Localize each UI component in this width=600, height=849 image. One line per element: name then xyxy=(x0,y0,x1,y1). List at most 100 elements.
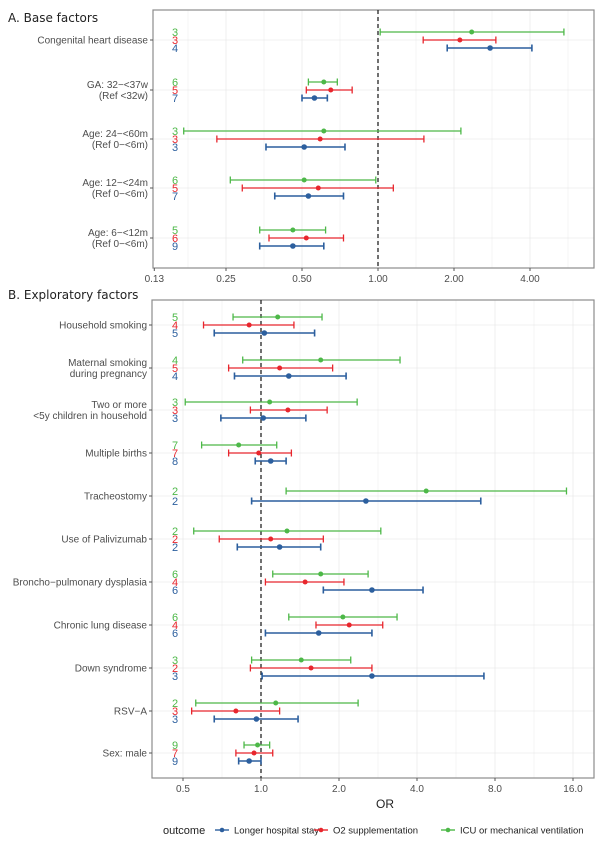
forest-row: Broncho−pulmonary dysplasia 646 xyxy=(13,569,424,597)
odds-ratio-point xyxy=(236,442,242,448)
sample-count-label: 7 xyxy=(172,440,178,452)
row-label: Age: 24−<60m xyxy=(82,129,148,140)
odds-ratio-point xyxy=(290,243,296,249)
odds-ratio-point xyxy=(301,177,307,183)
x-tick-label: 0.50 xyxy=(292,274,312,285)
odds-ratio-point xyxy=(340,614,346,620)
sample-count-label: 2 xyxy=(172,486,178,498)
legend-item: Longer hospital stay xyxy=(215,826,319,837)
odds-ratio-point xyxy=(284,528,290,534)
row-label: (Ref 0−<6m) xyxy=(92,239,148,250)
forest-row: GA: 32−<37w(Ref <32w) 657 xyxy=(87,77,353,105)
odds-ratio-point xyxy=(369,587,375,593)
odds-ratio-point xyxy=(301,144,307,150)
forest-row: Age: 12−<24m(Ref 0−<6m) 657 xyxy=(82,175,394,203)
x-tick-label: 8.0 xyxy=(488,784,502,795)
odds-ratio-point xyxy=(318,571,324,577)
forest-row: Chronic lung disease 646 xyxy=(54,612,398,640)
sample-count-label: 5 xyxy=(172,363,178,375)
sample-count-label: 2 xyxy=(172,496,178,508)
legend-label: Longer hospital stay xyxy=(234,826,319,837)
odds-ratio-point xyxy=(253,716,260,722)
odds-ratio-point xyxy=(267,458,274,464)
sample-count-label: 2 xyxy=(172,698,178,710)
odds-ratio-point xyxy=(303,235,309,241)
odds-ratio-point xyxy=(275,314,281,320)
sample-count-label: 3 xyxy=(172,706,178,718)
x-axis-title: OR xyxy=(376,797,394,811)
sample-count-label: 9 xyxy=(172,241,178,253)
sample-count-label: 3 xyxy=(172,405,178,417)
row-label: Multiple births xyxy=(85,449,147,460)
odds-ratio-point xyxy=(246,322,252,328)
odds-ratio-point xyxy=(233,708,239,714)
row-label: Use of Palivizumab xyxy=(61,535,147,546)
odds-ratio-point xyxy=(261,330,268,336)
legend-key-point xyxy=(445,827,451,833)
sample-count-label: 4 xyxy=(172,355,178,367)
odds-ratio-point xyxy=(308,665,314,671)
legend-item: ICU or mechanical ventilation xyxy=(441,826,584,837)
sample-count-label: 4 xyxy=(172,371,178,383)
row-label: RSV−A xyxy=(114,707,147,718)
sample-count-label: 4 xyxy=(172,43,178,55)
row-label: (Ref 0−<6m) xyxy=(92,140,148,151)
row-label: Chronic lung disease xyxy=(54,621,148,632)
sample-count-label: 2 xyxy=(172,663,178,675)
sample-count-label: 5 xyxy=(172,312,178,324)
forest-row: Household smoking 545 xyxy=(59,312,323,340)
x-tick-label: 1.00 xyxy=(368,274,388,285)
sample-count-label: 3 xyxy=(172,714,178,726)
row-label: Two or more xyxy=(91,400,147,411)
sample-count-label: 6 xyxy=(172,628,178,640)
x-tick-label: 0.13 xyxy=(145,274,165,285)
odds-ratio-point xyxy=(469,29,475,35)
odds-ratio-point xyxy=(277,365,283,371)
sample-count-label: 3 xyxy=(172,671,178,683)
odds-ratio-point xyxy=(315,630,322,636)
odds-ratio-point xyxy=(311,95,318,101)
sample-count-label: 3 xyxy=(172,142,178,154)
row-label: Household smoking xyxy=(59,321,147,332)
sample-count-label: 6 xyxy=(172,569,178,581)
odds-ratio-point xyxy=(260,415,267,421)
row-label: Age: 12−<24m xyxy=(82,178,148,189)
x-tick-label: 16.0 xyxy=(563,784,583,795)
legend-key-point xyxy=(318,827,324,833)
sample-count-label: 7 xyxy=(172,93,178,105)
sample-count-label: 7 xyxy=(172,191,178,203)
panel-base-factors: A. Base factors 0.13 0.25 0.50 1.00 2.00 4.00 C… xyxy=(8,9,595,285)
row-label: during pregnancy xyxy=(70,369,147,380)
sample-count-label: 9 xyxy=(172,740,178,752)
sample-count-label: 4 xyxy=(172,320,178,332)
odds-ratio-point xyxy=(268,536,274,542)
sample-count-label: 6 xyxy=(172,612,178,624)
x-tick-label: 0.25 xyxy=(216,274,236,285)
odds-ratio-point xyxy=(285,373,292,379)
odds-ratio-point xyxy=(487,45,493,51)
legend-label: O2 supplementation xyxy=(333,826,418,837)
odds-ratio-point xyxy=(457,37,463,43)
sample-count-label: 3 xyxy=(172,655,178,667)
odds-ratio-point xyxy=(363,498,369,504)
x-tick-label: 2.0 xyxy=(332,784,346,795)
panel-title: B. Exploratory factors xyxy=(8,288,138,302)
forest-row: Age: 24−<60m(Ref 0−<6m)333 xyxy=(82,126,462,154)
legend-label: ICU or mechanical ventilation xyxy=(460,826,584,837)
odds-ratio-point xyxy=(273,700,279,706)
odds-ratio-point xyxy=(255,742,261,748)
odds-ratio-point xyxy=(290,227,296,233)
odds-ratio-point xyxy=(305,193,312,199)
odds-ratio-point xyxy=(285,407,291,413)
odds-ratio-point xyxy=(246,758,252,764)
x-tick-label: 2.00 xyxy=(444,274,464,285)
sample-count-label: 3 xyxy=(172,134,178,146)
legend: outcome Longer hospital stay O2 supplement… xyxy=(163,825,584,837)
odds-ratio-point xyxy=(321,128,327,134)
sample-count-label: 5 xyxy=(172,85,178,97)
